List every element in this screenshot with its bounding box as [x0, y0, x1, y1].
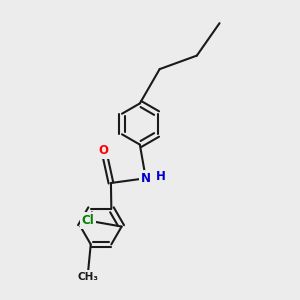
Text: N: N — [141, 172, 151, 185]
Text: H: H — [156, 170, 166, 183]
Text: Cl: Cl — [82, 214, 94, 227]
Text: O: O — [99, 144, 109, 157]
Text: CH₃: CH₃ — [77, 272, 98, 282]
